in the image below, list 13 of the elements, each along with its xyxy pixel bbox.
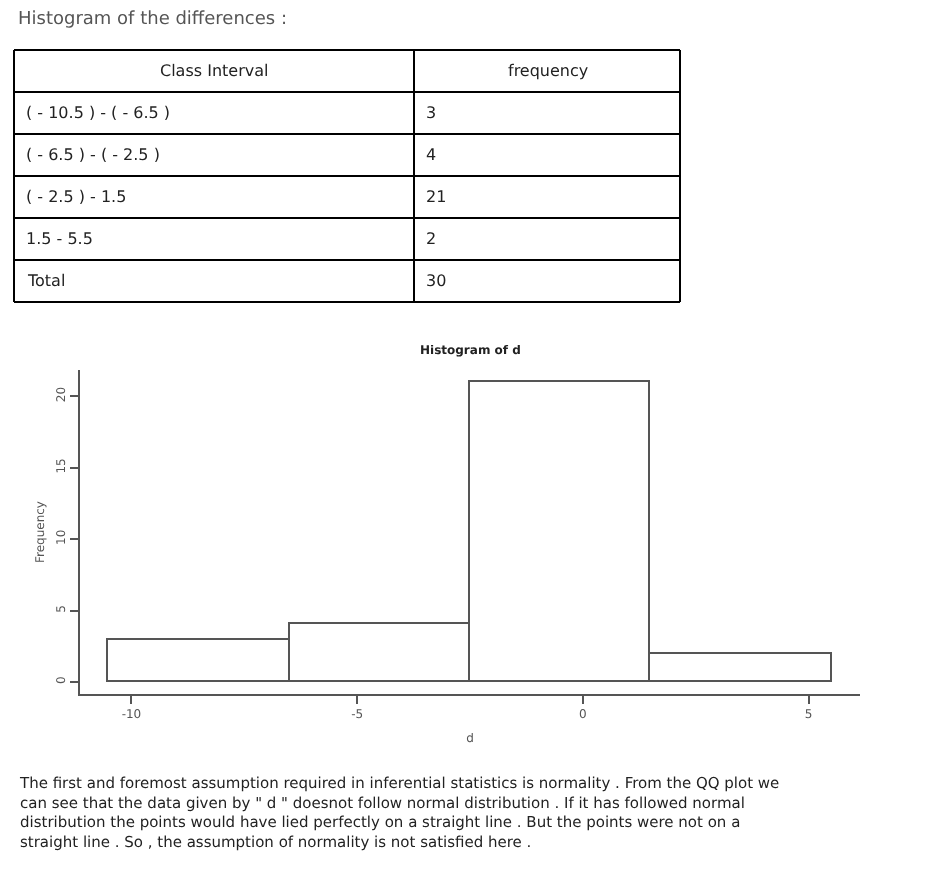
text: 1.5 - 5.5 [26, 230, 93, 248]
text: 30 [426, 272, 447, 290]
text: ( - 2.5 ) - 1.5 [26, 188, 127, 206]
text: frequency [508, 62, 589, 80]
text: Class Interval [160, 62, 269, 80]
text: 3 [426, 104, 437, 122]
text: ( - 10.5 ) - ( - 6.5 ) [26, 104, 171, 122]
text: Histogram of the differences : [18, 10, 287, 30]
text: Total [26, 272, 66, 290]
text: 21 [426, 188, 447, 206]
text: 4 [426, 146, 437, 164]
text: ( - 6.5 ) - ( - 2.5 ) [26, 146, 160, 164]
text: 2 [426, 230, 437, 248]
